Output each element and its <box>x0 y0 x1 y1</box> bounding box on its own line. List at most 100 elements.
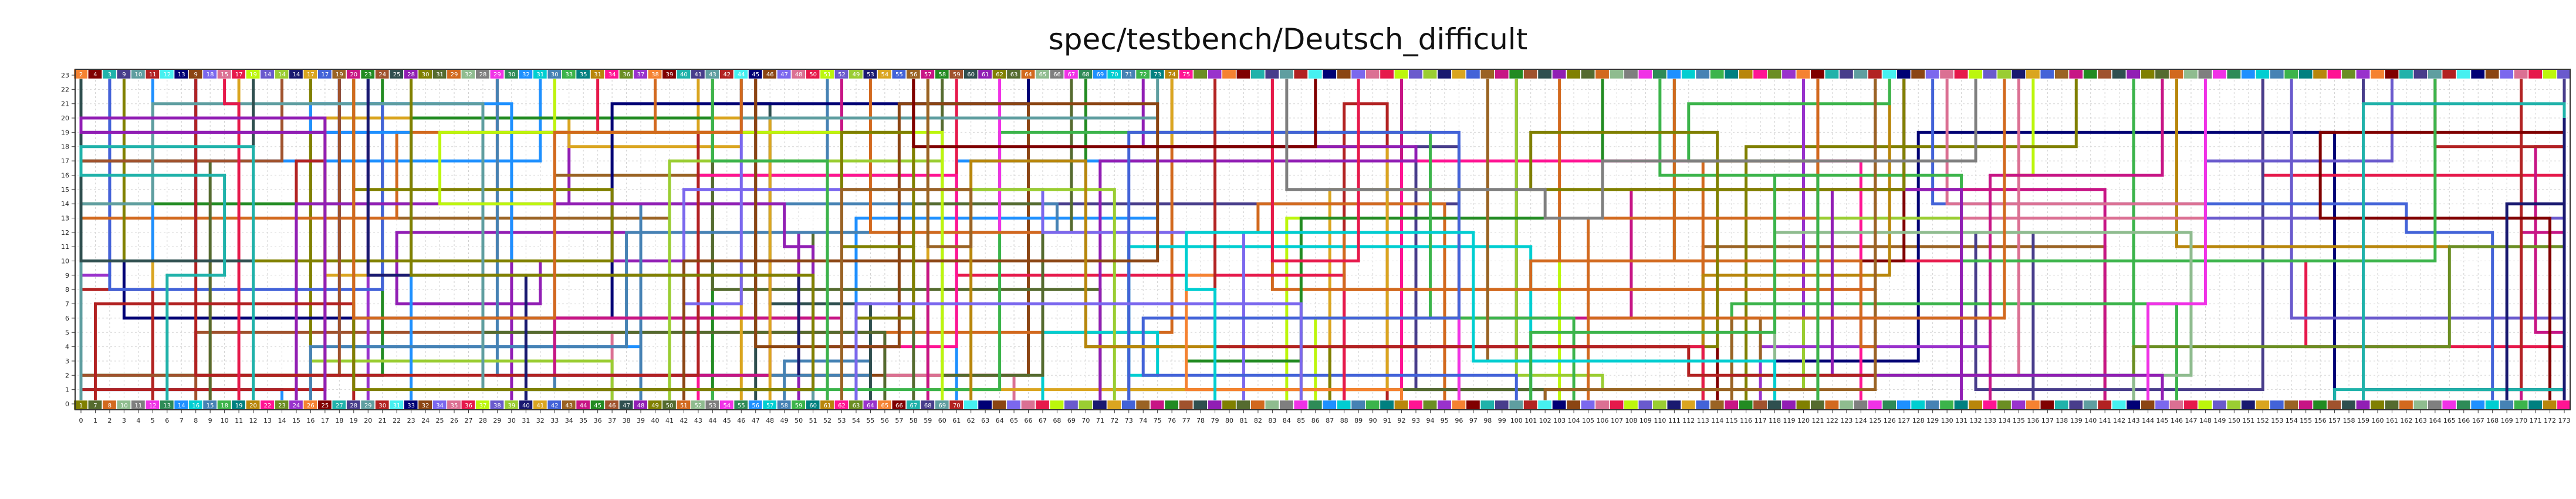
bottom-pin <box>1566 400 1581 410</box>
x-tick-label: 78 <box>1196 417 1205 424</box>
bottom-pin-label: 62 <box>838 403 846 409</box>
top-pin-label: 19 <box>249 72 257 78</box>
top-pin <box>1753 69 1767 79</box>
x-tick-label: 117 <box>1754 417 1767 424</box>
x-tick-label: 17 <box>321 417 329 424</box>
top-pin: 68 <box>1078 69 1093 79</box>
x-tick-label: 59 <box>924 417 932 424</box>
top-pin <box>1293 69 1308 79</box>
bottom-pin <box>964 400 978 410</box>
top-pin-label: 71 <box>1125 72 1133 78</box>
bottom-pin: 13 <box>160 400 174 410</box>
bottom-pin <box>1983 400 1997 410</box>
top-pin <box>2485 69 2500 79</box>
x-tick-label: 41 <box>665 417 674 424</box>
x-tick-label: 43 <box>694 417 702 424</box>
routing-wire <box>840 70 915 409</box>
top-pin-label: 43 <box>709 72 716 78</box>
top-pin-label: 35 <box>580 72 587 78</box>
x-tick-label: 50 <box>795 417 803 424</box>
bottom-pin <box>1537 400 1552 410</box>
bottom-pin <box>1365 400 1380 410</box>
y-tick-label: 4 <box>65 343 69 351</box>
x-tick-label: 170 <box>2515 417 2527 424</box>
bottom-pin-label: 57 <box>766 403 774 409</box>
x-tick-label: 166 <box>2457 417 2470 424</box>
x-tick-label: 82 <box>1254 417 1262 424</box>
bottom-pin <box>2413 400 2428 410</box>
routing-wire <box>223 70 241 409</box>
bottom-pin: 11 <box>131 400 146 410</box>
top-pin <box>2198 69 2212 79</box>
x-tick-label: 31 <box>522 417 530 424</box>
bottom-pin: 69 <box>935 400 949 410</box>
x-tick-label: 25 <box>436 417 444 424</box>
x-tick-label: 136 <box>2027 417 2039 424</box>
x-tick-label: 137 <box>2041 417 2054 424</box>
bottom-pin <box>1839 400 1854 410</box>
bottom-pin <box>1035 400 1050 410</box>
bottom-pin <box>1466 400 1480 410</box>
bottom-pin-label: 64 <box>867 403 874 409</box>
x-tick-label: 167 <box>2472 417 2484 424</box>
x-tick-label: 36 <box>594 417 602 424</box>
x-tick-label: 152 <box>2257 417 2269 424</box>
top-pin-label: 14 <box>264 72 272 78</box>
x-tick-label: 33 <box>550 417 559 424</box>
top-pin <box>2442 69 2456 79</box>
bottom-pin <box>2370 400 2385 410</box>
bottom-pin: 26 <box>303 400 317 410</box>
bottom-pin: 36 <box>461 400 475 410</box>
bottom-pin <box>2313 400 2327 410</box>
top-pin: 40 <box>677 69 691 79</box>
bottom-pin <box>1939 400 1954 410</box>
top-pin-label: 70 <box>1111 72 1118 78</box>
bottom-pin <box>1810 400 1825 410</box>
x-tick-label: 38 <box>623 417 631 424</box>
top-pin <box>2169 69 2183 79</box>
top-pin <box>2341 69 2356 79</box>
bottom-pin <box>2284 400 2298 410</box>
top-pin: 64 <box>1021 69 1035 79</box>
x-tick-label: 112 <box>1682 417 1695 424</box>
top-pin-label: 38 <box>651 72 659 78</box>
top-pin-label: 50 <box>809 72 817 78</box>
top-pin-label: 60 <box>967 72 975 78</box>
bottom-pin <box>1193 400 1208 410</box>
x-tick-label: 161 <box>2386 417 2398 424</box>
bottom-pin <box>2270 400 2284 410</box>
x-tick-label: 23 <box>407 417 415 424</box>
top-pin-label: 40 <box>680 72 688 78</box>
top-pin <box>1666 69 1681 79</box>
bottom-pin-label: 40 <box>522 403 530 409</box>
x-tick-label: 158 <box>2343 417 2355 424</box>
bottom-pin-label: 26 <box>307 403 315 409</box>
bottom-pin <box>1495 400 1509 410</box>
x-tick-label: 54 <box>852 417 860 424</box>
bottom-pin-label: 37 <box>479 403 487 409</box>
x-tick-label: 45 <box>723 417 731 424</box>
bottom-pin <box>1279 400 1294 410</box>
bottom-pin <box>1724 400 1739 410</box>
bottom-pin: 33 <box>404 400 418 410</box>
bottom-pin: 38 <box>489 400 504 410</box>
top-pin: 62 <box>992 69 1007 79</box>
bottom-pin <box>1825 400 1839 410</box>
bottom-pin <box>2198 400 2212 410</box>
x-tick-label: 145 <box>2156 417 2169 424</box>
bottom-pin <box>1868 400 1882 410</box>
bottom-pin-label: 43 <box>565 403 573 409</box>
axis-layer: 0 1 2 3 4 5 6 7 8 9 10 11 12 13 14 15 16 17 18 19 20 21 22 23 24… <box>61 69 2571 424</box>
top-pin <box>2270 69 2284 79</box>
x-tick-label: 159 <box>2357 417 2369 424</box>
top-pin-label: 34 <box>608 72 616 78</box>
routing-wire <box>840 70 973 409</box>
bottom-pin <box>2356 400 2370 410</box>
y-tick-label: 21 <box>61 100 69 108</box>
top-pin <box>2054 69 2069 79</box>
top-pin <box>1351 69 1365 79</box>
top-pin-label: 36 <box>623 72 630 78</box>
x-tick-label: 149 <box>2213 417 2226 424</box>
bottom-pin-label: 60 <box>809 403 817 409</box>
bottom-pin <box>2112 400 2127 410</box>
